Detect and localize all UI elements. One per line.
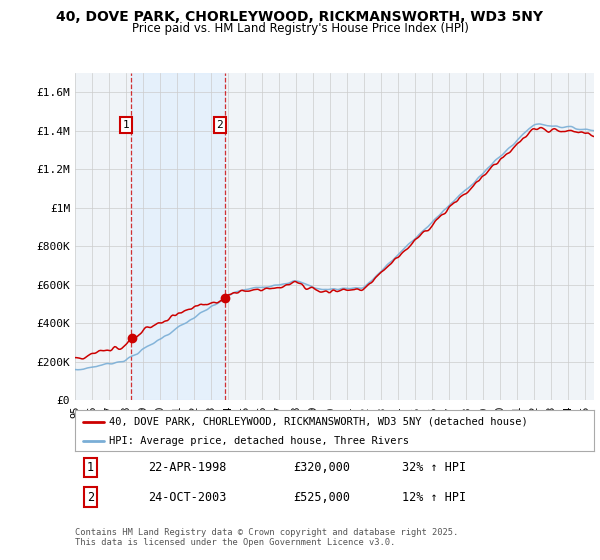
Text: 2: 2: [217, 120, 223, 130]
Text: 2: 2: [87, 491, 94, 504]
Text: 32% ↑ HPI: 32% ↑ HPI: [402, 461, 466, 474]
Text: Contains HM Land Registry data © Crown copyright and database right 2025.
This d: Contains HM Land Registry data © Crown c…: [75, 528, 458, 547]
Text: 1: 1: [87, 461, 94, 474]
Text: £320,000: £320,000: [293, 461, 350, 474]
Text: 12% ↑ HPI: 12% ↑ HPI: [402, 491, 466, 504]
Text: HPI: Average price, detached house, Three Rivers: HPI: Average price, detached house, Thre…: [109, 436, 409, 446]
Text: 40, DOVE PARK, CHORLEYWOOD, RICKMANSWORTH, WD3 5NY (detached house): 40, DOVE PARK, CHORLEYWOOD, RICKMANSWORT…: [109, 417, 527, 427]
Text: 22-APR-1998: 22-APR-1998: [148, 461, 226, 474]
Text: 40, DOVE PARK, CHORLEYWOOD, RICKMANSWORTH, WD3 5NY: 40, DOVE PARK, CHORLEYWOOD, RICKMANSWORT…: [56, 10, 544, 24]
Text: 24-OCT-2003: 24-OCT-2003: [148, 491, 226, 504]
Text: Price paid vs. HM Land Registry's House Price Index (HPI): Price paid vs. HM Land Registry's House …: [131, 22, 469, 35]
Text: 1: 1: [123, 120, 130, 130]
Bar: [131, 73, 225, 400]
Text: £525,000: £525,000: [293, 491, 350, 504]
